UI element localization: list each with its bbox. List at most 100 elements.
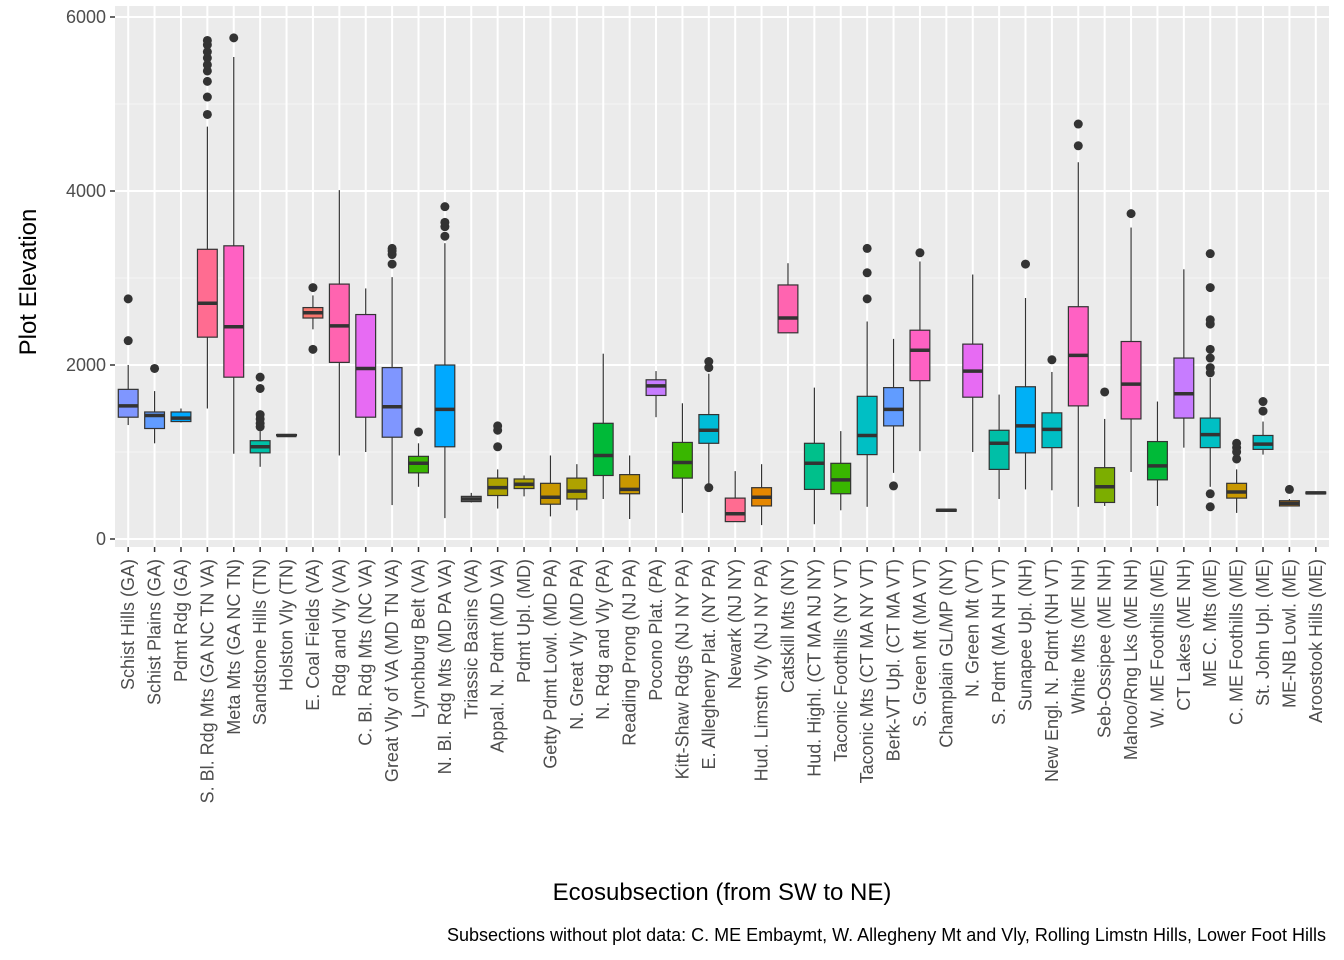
x-tick-label: Getty Pdmt Lowl. (MD PA) — [540, 559, 560, 769]
x-tick-label: Holston Vly (TN) — [277, 559, 297, 691]
outlier-point — [1100, 387, 1110, 397]
box-31 — [909, 248, 931, 452]
outlier-point — [440, 202, 450, 212]
box-body — [671, 441, 693, 479]
outlier-point — [202, 76, 212, 86]
outlier-point — [1284, 484, 1294, 494]
x-tick-label: Lynchburg Belt (VA) — [409, 559, 429, 718]
box-24 — [724, 471, 746, 523]
box-35 — [1015, 259, 1036, 490]
outlier-point — [123, 294, 133, 304]
x-tick-label: Aroostook Hills (ME) — [1306, 559, 1326, 723]
box-27 — [803, 387, 825, 525]
x-tick-label: S. Green Mt (MA VT) — [910, 559, 930, 727]
x-tick-label: Schist Hills (GA) — [118, 559, 138, 690]
x-tick-label: Newark (NJ NY) — [725, 559, 745, 689]
box-25 — [751, 464, 773, 526]
outlier-point — [1205, 283, 1215, 293]
box-36 — [1041, 355, 1063, 491]
outlier-point — [1205, 249, 1215, 259]
box-9 — [328, 190, 350, 456]
box-30 — [883, 338, 905, 491]
x-tick-label: Kitt-Shaw Rdgs (NJ NY PA) — [672, 559, 692, 779]
x-tick-label: CT Lakes (ME NH) — [1174, 559, 1194, 711]
outlier-point — [1126, 209, 1136, 219]
outlier-point — [1021, 259, 1030, 269]
outlier-point — [387, 243, 397, 253]
x-tick-label: Sandstone Hills (TN) — [250, 559, 270, 725]
box-body — [909, 329, 931, 382]
outlier-point — [1073, 141, 1083, 151]
x-tick-label: Pdmt Upl. (MD) — [514, 559, 534, 683]
box-11 — [381, 243, 403, 506]
box-33 — [962, 274, 984, 452]
outlier-point — [202, 47, 212, 57]
x-tick-label: New Engl. N. Pdmt (NH VT) — [1042, 559, 1062, 782]
box-22 — [671, 403, 693, 513]
box-12 — [408, 427, 429, 487]
x-tick-label: S. Bl. Rdg Mts (GA NC TN VA) — [197, 559, 217, 803]
box-body — [355, 313, 377, 418]
outlier-point — [862, 243, 872, 253]
box-19 — [592, 353, 614, 499]
box-20 — [619, 455, 641, 519]
box-body — [223, 245, 245, 378]
outlier-point — [202, 60, 212, 70]
box-23 — [698, 357, 720, 493]
box-body — [328, 283, 350, 363]
outlier-point — [202, 109, 212, 119]
box-body — [803, 442, 825, 491]
box-40 — [1146, 401, 1168, 506]
box-body — [381, 367, 403, 438]
box-body — [777, 284, 799, 334]
box-18 — [566, 464, 588, 511]
outlier-point — [414, 427, 423, 437]
box-26 — [777, 263, 799, 334]
outlier-point — [202, 35, 212, 45]
box-body — [1146, 440, 1168, 481]
outlier-point — [1205, 363, 1215, 373]
x-tick-label: Mahoo/Rng Lks (ME NH) — [1121, 559, 1141, 760]
box-44 — [1252, 397, 1274, 455]
outlier-point — [440, 231, 450, 241]
outlier-point — [1232, 438, 1242, 448]
x-tick-label: ME C. Mts (ME) — [1200, 559, 1220, 687]
outlier-point — [1205, 353, 1215, 363]
x-tick-label: S. Pdmt (MA NH VT) — [989, 559, 1009, 725]
x-tick-label: Champlain GL/MP (NY) — [936, 559, 956, 748]
x-tick-label: N. Great Vly (MD PA) — [567, 559, 587, 730]
box-17 — [539, 455, 561, 517]
outlier-point — [1258, 406, 1268, 416]
outlier-point — [915, 248, 925, 258]
y-tick-label: 6000 — [66, 7, 106, 27]
y-axis-ticks: 0 2000 4000 6000 — [66, 7, 115, 549]
box-38 — [1094, 387, 1116, 506]
box-46 — [1305, 491, 1327, 495]
box-14 — [460, 492, 482, 503]
outlier-point — [1232, 454, 1242, 464]
x-axis-title: Ecosubsection (from SW to NE) — [553, 879, 892, 906]
outlier-point — [387, 259, 397, 269]
box-body — [724, 497, 746, 523]
box-body — [1120, 340, 1142, 420]
x-tick-label: C. Bl. Rdg Mts (NC VA) — [356, 559, 376, 746]
box-body — [539, 482, 561, 505]
outlier-point — [1205, 315, 1215, 325]
x-tick-label: Rdg and Vly (VA) — [329, 559, 349, 697]
box-body — [856, 395, 878, 456]
box-32 — [935, 508, 957, 513]
x-tick-label: Triassic Basins (VA) — [461, 559, 481, 719]
outlier-point — [1205, 489, 1215, 499]
x-tick-label: ME-NB Lowl. (ME) — [1279, 559, 1299, 708]
box-body — [1173, 357, 1195, 419]
box-series — [117, 33, 1327, 526]
box-1 — [117, 294, 139, 426]
box-42 — [1199, 249, 1221, 512]
box-body — [1015, 386, 1036, 454]
box-15 — [487, 421, 509, 509]
outlier-point — [889, 481, 899, 491]
box-6 — [249, 372, 271, 467]
x-tick-label: W. ME Foothills (ME) — [1147, 559, 1167, 728]
y-tick-label: 4000 — [66, 181, 106, 201]
box-body — [883, 387, 905, 427]
